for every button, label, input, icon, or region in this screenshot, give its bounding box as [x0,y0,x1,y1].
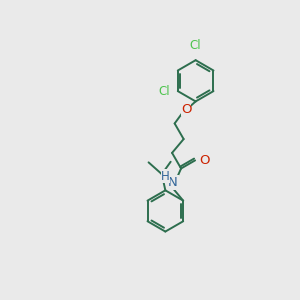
Text: O: O [181,103,191,116]
Text: Cl: Cl [190,39,202,52]
Text: N: N [168,176,178,189]
Text: H: H [161,169,170,182]
Text: Cl: Cl [158,85,170,98]
Text: O: O [199,154,209,167]
